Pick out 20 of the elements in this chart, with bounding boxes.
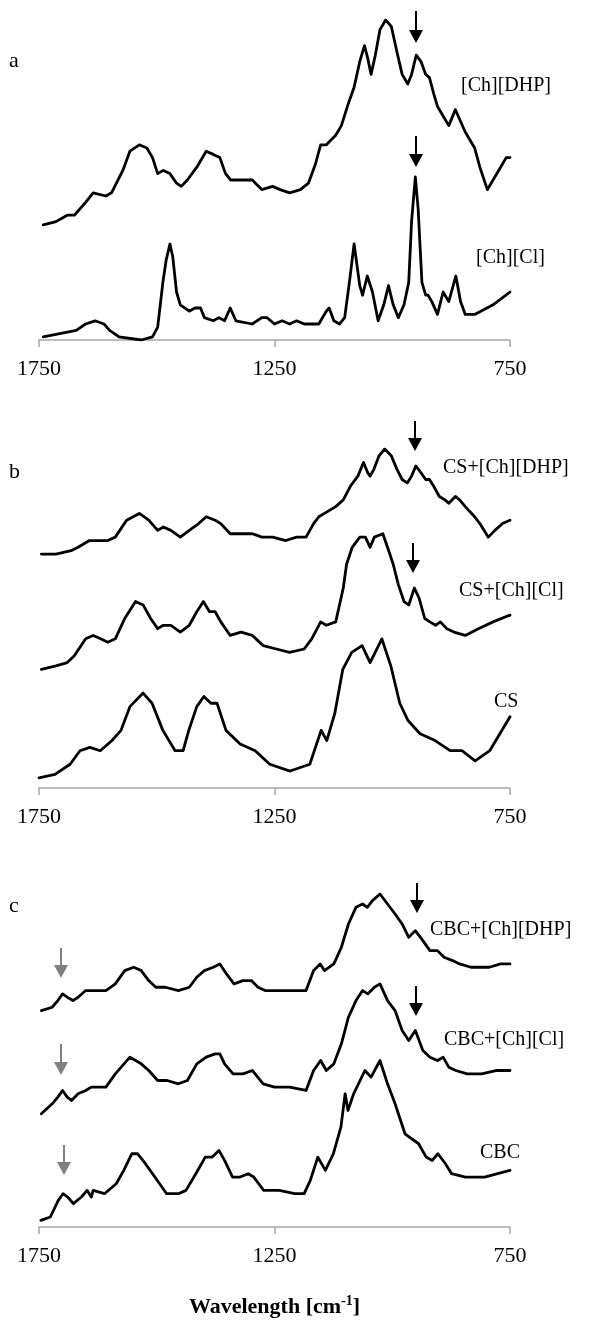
x-tick-label: 1750 <box>17 1241 61 1267</box>
series-label: CBC <box>480 1140 521 1163</box>
x-tick-label: 750 <box>493 802 527 828</box>
x-tick-label: 1250 <box>252 802 297 828</box>
chart-title: c <box>9 891 19 917</box>
x-tick-label: 750 <box>493 1241 527 1267</box>
x-tick-label: 1250 <box>252 354 297 380</box>
legend-label: CBC+[Ch][DHP] <box>430 916 572 939</box>
series-label: CS <box>494 688 519 711</box>
x-tick-label: 750 <box>493 354 527 380</box>
x-tick-label: 1750 <box>17 802 61 828</box>
x-tick-label: 1750 <box>17 354 61 380</box>
series-label: CS+[Ch][DHP] <box>443 455 569 478</box>
x-tick-label: 1250 <box>252 1241 297 1267</box>
series-label: [Ch][Cl] <box>476 245 545 267</box>
chart-title: b <box>9 457 20 483</box>
series-label: CBC+[Ch][Cl] <box>444 1027 565 1050</box>
series-label: [Ch][DHP] <box>461 72 551 95</box>
text: a <box>9 46 19 72</box>
series-label: CS+[Ch][Cl] <box>459 578 564 601</box>
